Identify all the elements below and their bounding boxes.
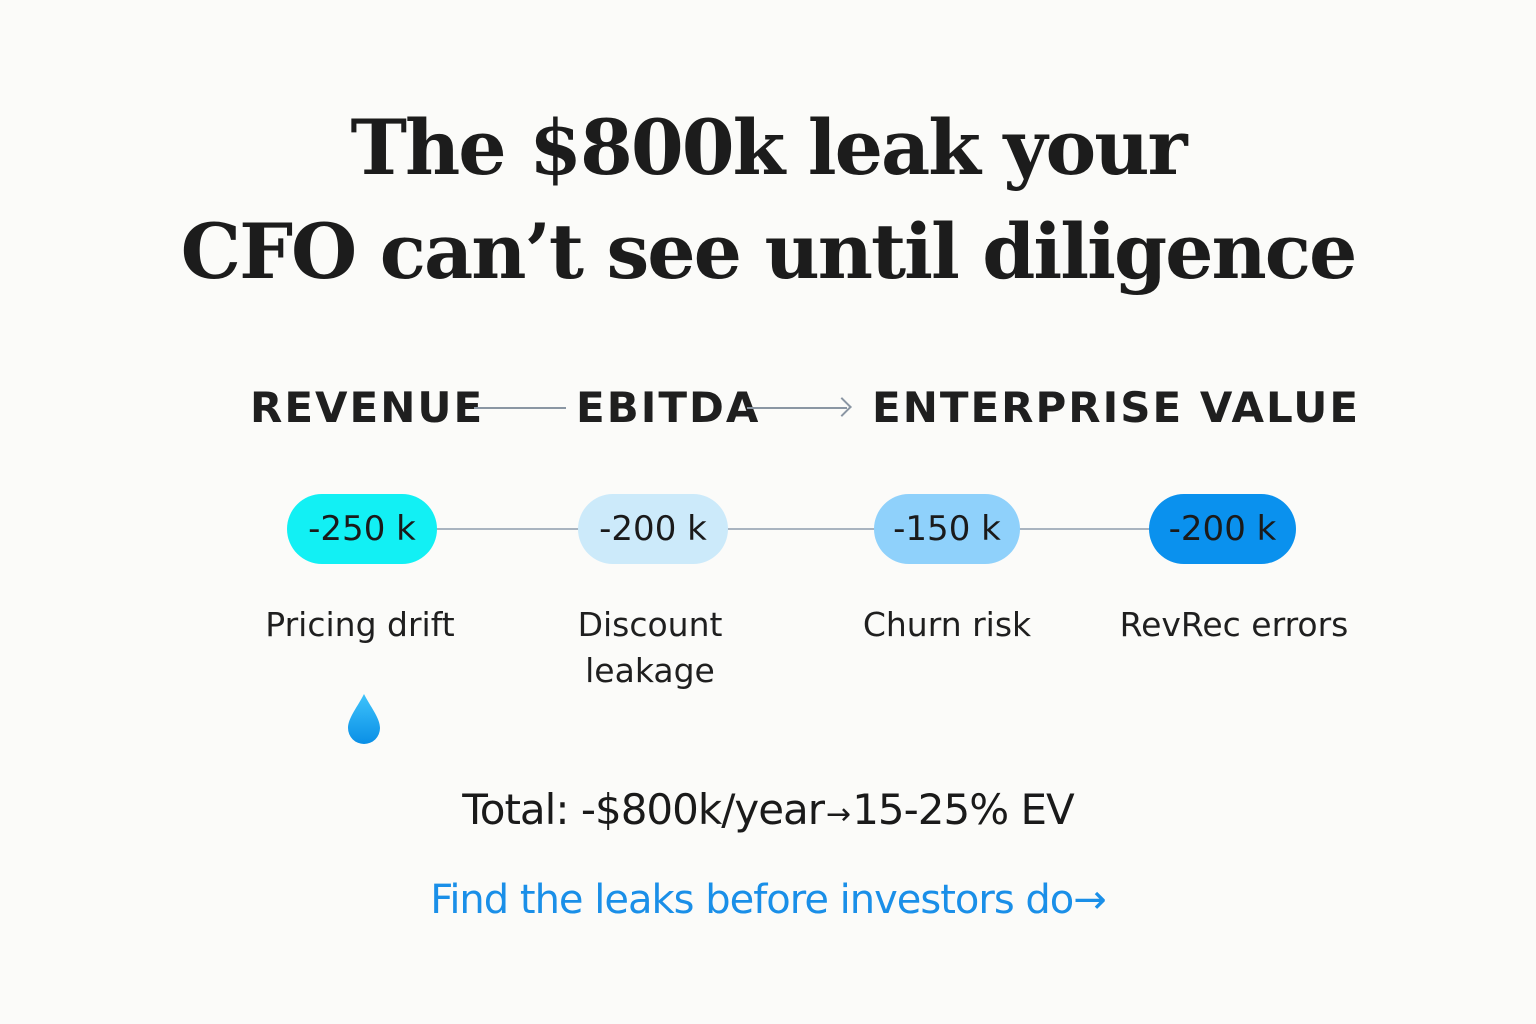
stage-connector-line	[474, 407, 566, 409]
leak-amount-pricing-drift: -250 k	[287, 494, 437, 564]
leak-amount-revrec-errors: -200 k	[1149, 494, 1296, 564]
leak-label-churn-risk: Churn risk	[827, 602, 1067, 648]
leak-label-pricing-drift: Pricing drift	[240, 602, 480, 648]
headline: The $800k leak your CFO can’t see until …	[0, 96, 1536, 304]
total-arrow-icon: →	[826, 797, 851, 832]
leak-label-line: Churn risk	[862, 605, 1032, 644]
leak-label-line: leakage	[585, 651, 715, 690]
stage-enterprise-value: ENTERPRISE VALUE	[872, 383, 1361, 432]
total-summary: Total: -$800k/year→15-25% EV	[0, 784, 1536, 841]
leak-label-line: RevRec errors	[1119, 605, 1349, 644]
headline-line-1: The $800k leak your	[350, 103, 1188, 192]
leak-label-discount-leakage: Discount leakage	[540, 602, 760, 694]
leak-connector-line	[360, 528, 1220, 530]
leak-label-line: Pricing drift	[265, 605, 455, 644]
total-ev-impact: 15-25% EV	[852, 785, 1075, 834]
stage-ebitda: EBITDA	[576, 383, 761, 432]
leak-amount-churn-risk: -150 k	[874, 494, 1020, 564]
water-drop-icon	[348, 694, 380, 744]
leak-amount-discount-leakage: -200 k	[578, 494, 728, 564]
total-amount: Total: -$800k/year	[462, 785, 825, 834]
stage-connector-arrow-icon	[747, 407, 847, 409]
headline-line-2: CFO can’t see until diligence	[180, 207, 1358, 296]
leak-label-revrec-errors: RevRec errors	[1104, 602, 1364, 648]
find-leaks-link[interactable]: Find the leaks before investors do→	[430, 877, 1107, 923]
stage-revenue: REVENUE	[250, 383, 485, 432]
stage-flow: REVENUE EBITDA ENTERPRISE VALUE	[0, 380, 1536, 436]
leak-label-line: Discount	[577, 605, 723, 644]
